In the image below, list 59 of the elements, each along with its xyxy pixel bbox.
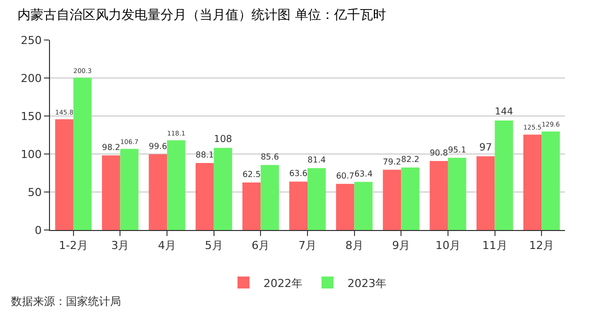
source-note: 数据来源：国家统计局	[11, 295, 121, 308]
legend-label: 2022年	[264, 276, 302, 290]
bar	[542, 132, 560, 230]
bar	[55, 119, 74, 230]
bar	[308, 168, 326, 230]
x-tick-label: 6月	[252, 239, 270, 252]
data-label: 88.1	[196, 150, 214, 160]
bar	[523, 134, 542, 230]
bar	[260, 164, 279, 230]
x-tick-label: 7月	[298, 239, 316, 252]
bar	[289, 182, 308, 230]
bar	[382, 170, 402, 230]
x-tick-label: 10月	[435, 239, 460, 252]
y-tick-label: 150	[20, 110, 42, 123]
bar	[148, 154, 168, 230]
data-label: 79.2	[382, 156, 402, 166]
bar	[214, 148, 232, 230]
bar	[120, 148, 138, 230]
bar	[242, 182, 261, 230]
x-tick-label: 3月	[111, 239, 130, 252]
data-label: 99.6	[148, 140, 168, 151]
bar	[102, 155, 120, 230]
x-tick-label: 8月	[345, 239, 364, 252]
data-label: 85.6	[260, 151, 279, 162]
y-tick-label: 100	[20, 148, 42, 161]
data-label: 144	[494, 106, 514, 118]
y-tick-label: 200	[20, 72, 42, 85]
bar	[73, 78, 92, 230]
x-tick-label: 9月	[392, 239, 410, 252]
x-tick-label: 11月	[482, 239, 508, 252]
bar	[448, 158, 466, 230]
data-label: 108	[214, 134, 232, 146]
data-label: 95.1	[448, 144, 466, 154]
data-label: 60.7	[336, 170, 354, 180]
bar	[476, 156, 495, 230]
bar	[354, 182, 373, 230]
y-tick-label: 50	[28, 186, 42, 199]
bar	[336, 184, 354, 230]
x-tick-label: 5月	[204, 239, 223, 252]
data-label: 97	[479, 142, 492, 154]
data-label: 98.2	[102, 142, 120, 152]
legend-label: 2023年	[348, 276, 386, 290]
data-label: 82.2	[401, 154, 420, 164]
data-label: 81.4	[308, 154, 326, 165]
chart-title: 内蒙古自治区风力发电量分月（当月值）统计图 单位：亿千瓦时	[18, 8, 386, 23]
data-label: 63.6	[289, 168, 308, 178]
data-label: 90.8	[430, 148, 448, 158]
x-tick-label: 4月	[158, 239, 176, 252]
bar	[401, 168, 420, 230]
bar	[430, 160, 448, 230]
bar	[167, 140, 186, 230]
y-tick-label: 250	[20, 34, 42, 47]
data-label: 62.5	[242, 169, 261, 180]
x-tick-label: 12月	[529, 239, 554, 252]
bar	[494, 120, 514, 230]
y-tick-label: 0	[34, 224, 42, 237]
data-label: 63.4	[354, 168, 373, 178]
bar	[196, 163, 214, 230]
x-tick-label: 1-2月	[58, 239, 88, 252]
